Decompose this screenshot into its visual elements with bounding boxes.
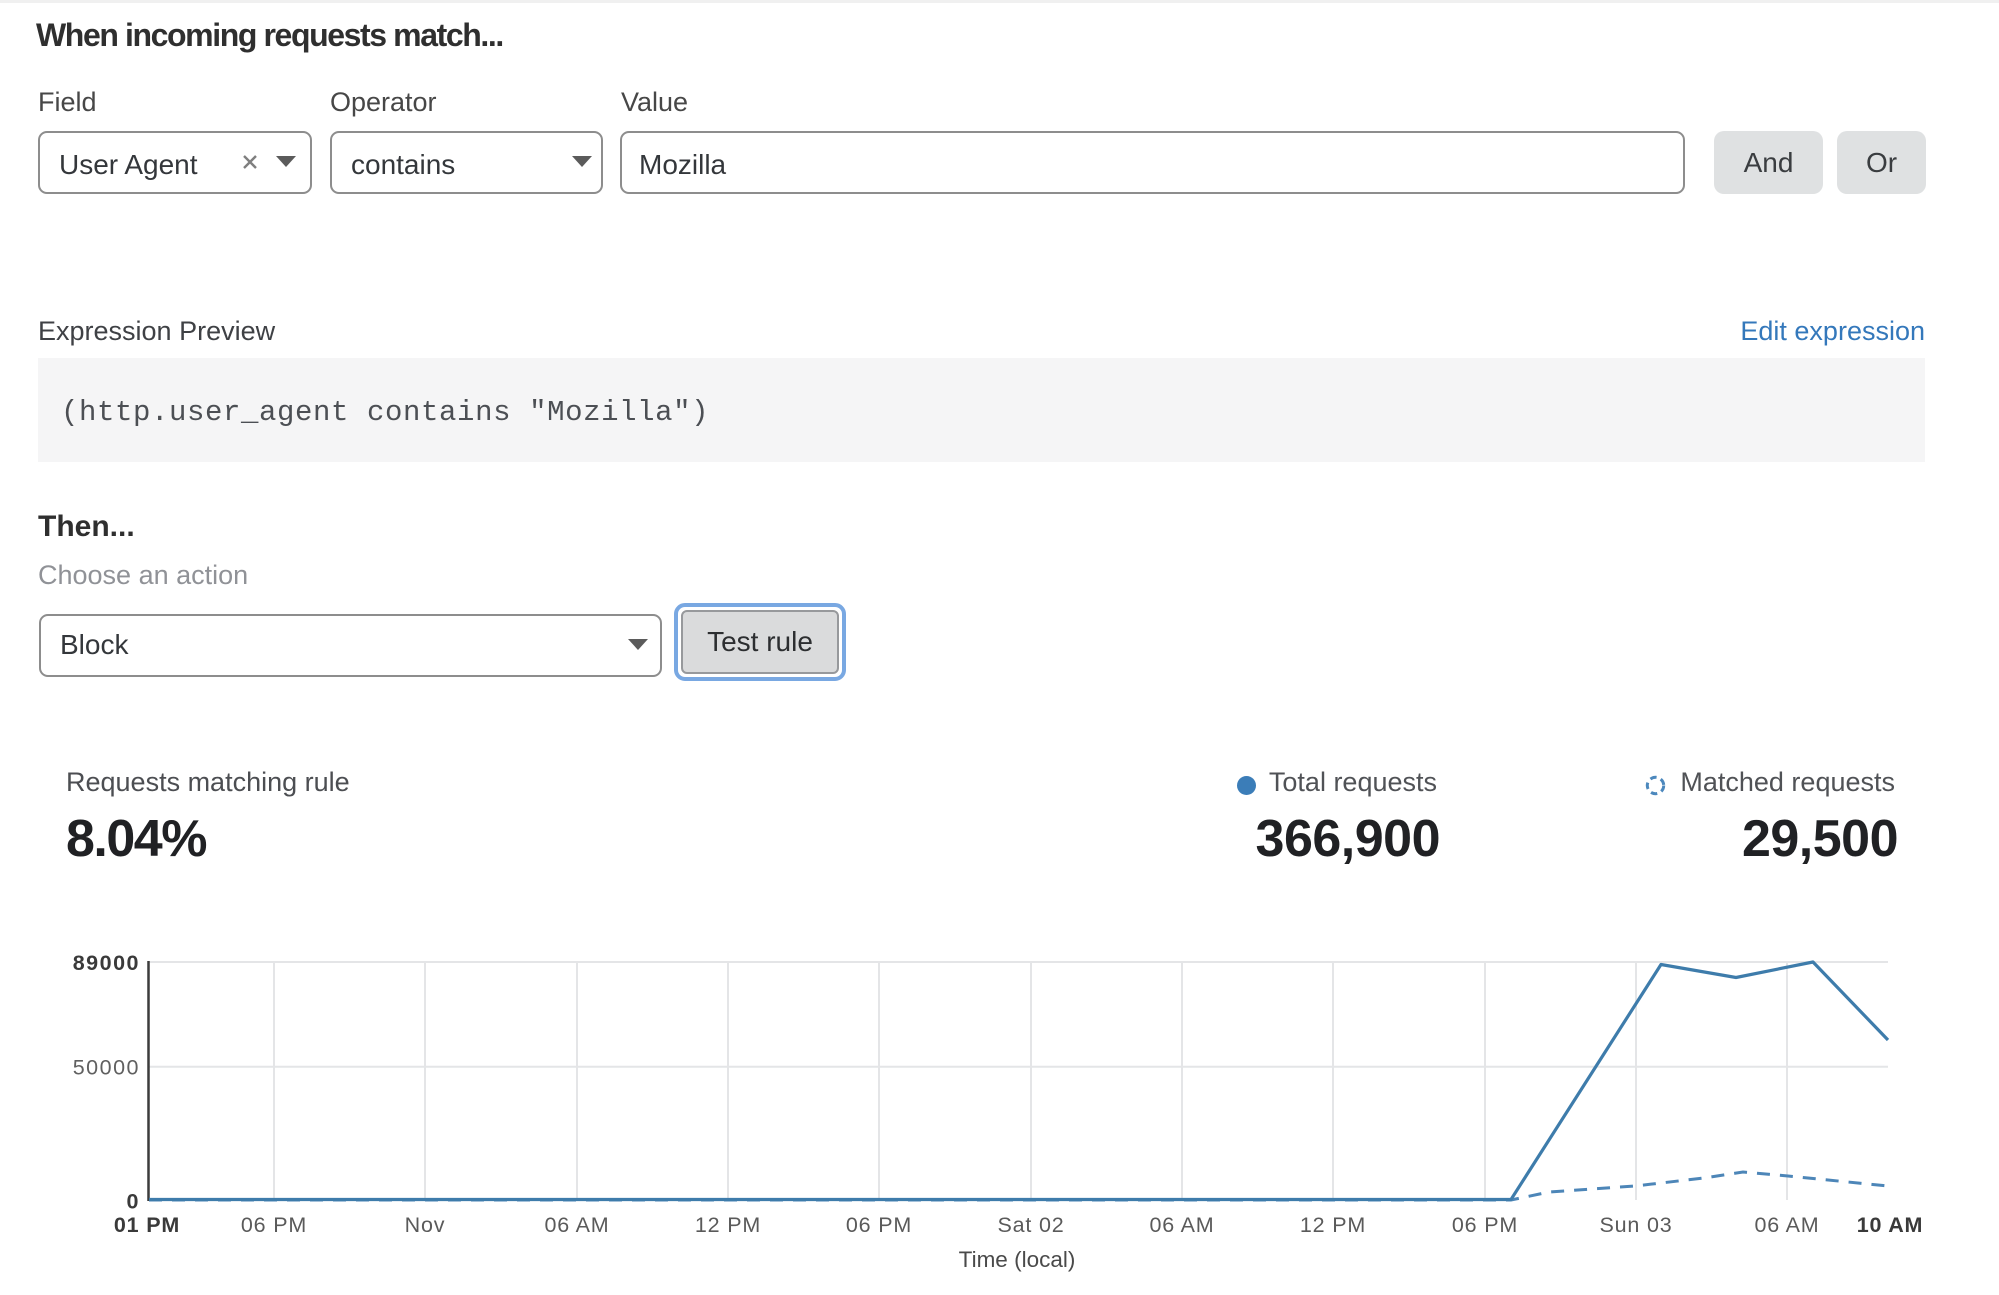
svg-text:Nov: Nov	[405, 1213, 446, 1237]
svg-text:06 PM: 06 PM	[846, 1213, 912, 1237]
svg-text:0: 0	[127, 1190, 140, 1214]
svg-text:Time (local): Time (local)	[959, 1247, 1076, 1272]
svg-text:Sat 02: Sat 02	[998, 1213, 1065, 1237]
svg-text:06 AM: 06 AM	[1755, 1213, 1820, 1237]
svg-text:Sun 03: Sun 03	[1600, 1213, 1673, 1237]
svg-text:10 AM: 10 AM	[1857, 1213, 1924, 1237]
svg-text:50000: 50000	[73, 1056, 140, 1080]
svg-text:12 PM: 12 PM	[695, 1213, 761, 1237]
svg-text:01 PM: 01 PM	[114, 1213, 180, 1237]
svg-text:12 PM: 12 PM	[1300, 1213, 1366, 1237]
svg-text:89000: 89000	[73, 951, 140, 975]
svg-text:06 AM: 06 AM	[545, 1213, 610, 1237]
svg-text:06 PM: 06 PM	[241, 1213, 307, 1237]
svg-text:06 PM: 06 PM	[1452, 1213, 1518, 1237]
svg-text:06 AM: 06 AM	[1150, 1213, 1215, 1237]
